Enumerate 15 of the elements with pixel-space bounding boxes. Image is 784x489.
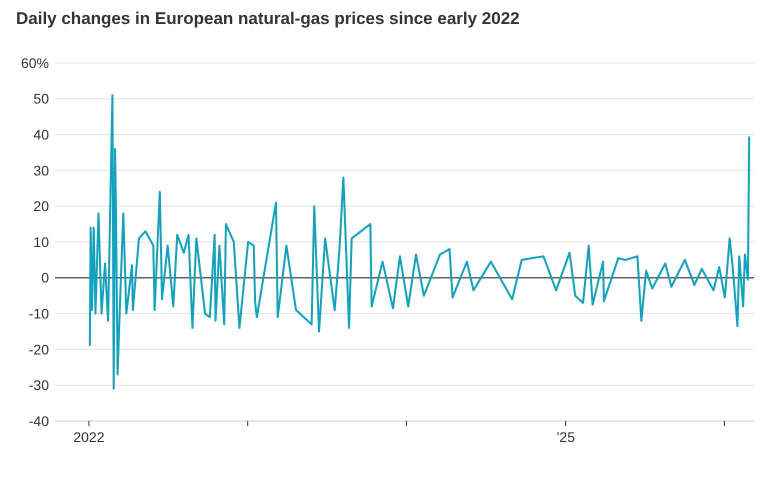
x-tick-label: ’25 [556, 429, 576, 445]
y-tick-label: 20 [33, 198, 50, 214]
y-tick-label: 30 [33, 162, 50, 178]
line-series [88, 94, 750, 390]
y-tick-label: 0 [41, 270, 50, 286]
y-tick-label: 10 [33, 234, 50, 250]
y-tick-label: 50 [33, 90, 50, 107]
y-tick-label: -30 [28, 377, 50, 394]
y-tick-label: 60% [20, 54, 49, 71]
y-tick-label: -40 [28, 412, 50, 429]
chart-title: Daily changes in European natural-gas prices since early 2022 [16, 9, 520, 28]
y-tick-label: -20 [28, 341, 50, 358]
x-tick-label: 2022 [73, 429, 105, 445]
y-tick-label: -10 [28, 306, 50, 322]
y-tick-label: 40 [33, 126, 50, 142]
